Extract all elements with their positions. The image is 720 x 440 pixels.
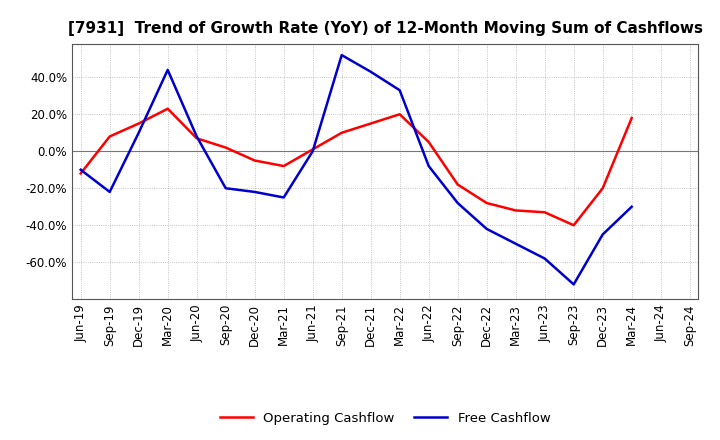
Operating Cashflow (424, 139, 433, 145)
Legend: Operating Cashflow, Free Cashflow: Operating Cashflow, Free Cashflow (220, 412, 551, 425)
Operating Cashflow (163, 106, 172, 111)
Free Cashflow (308, 149, 317, 154)
Free Cashflow (105, 189, 114, 194)
Line: Operating Cashflow: Operating Cashflow (81, 109, 631, 225)
Free Cashflow (541, 256, 549, 261)
Operating Cashflow (454, 182, 462, 187)
Free Cashflow (279, 195, 288, 200)
Operating Cashflow (627, 115, 636, 121)
Operating Cashflow (482, 200, 491, 205)
Free Cashflow (221, 186, 230, 191)
Operating Cashflow (105, 134, 114, 139)
Free Cashflow (598, 232, 607, 237)
Free Cashflow (424, 163, 433, 169)
Title: [7931]  Trend of Growth Rate (YoY) of 12-Month Moving Sum of Cashflows: [7931] Trend of Growth Rate (YoY) of 12-… (68, 21, 703, 36)
Operating Cashflow (251, 158, 259, 163)
Free Cashflow (482, 226, 491, 231)
Operating Cashflow (279, 163, 288, 169)
Free Cashflow (366, 69, 375, 74)
Operating Cashflow (76, 171, 85, 176)
Operating Cashflow (338, 130, 346, 136)
Operating Cashflow (192, 136, 201, 141)
Free Cashflow (395, 88, 404, 93)
Operating Cashflow (308, 147, 317, 152)
Free Cashflow (251, 189, 259, 194)
Free Cashflow (192, 134, 201, 139)
Free Cashflow (338, 52, 346, 58)
Free Cashflow (163, 67, 172, 73)
Operating Cashflow (221, 145, 230, 150)
Free Cashflow (511, 241, 520, 246)
Operating Cashflow (395, 112, 404, 117)
Free Cashflow (76, 167, 85, 172)
Operating Cashflow (135, 121, 143, 126)
Operating Cashflow (511, 208, 520, 213)
Free Cashflow (570, 282, 578, 287)
Operating Cashflow (598, 186, 607, 191)
Free Cashflow (135, 130, 143, 136)
Free Cashflow (627, 204, 636, 209)
Operating Cashflow (541, 209, 549, 215)
Operating Cashflow (366, 121, 375, 126)
Free Cashflow (454, 200, 462, 205)
Line: Free Cashflow: Free Cashflow (81, 55, 631, 284)
Operating Cashflow (570, 223, 578, 228)
